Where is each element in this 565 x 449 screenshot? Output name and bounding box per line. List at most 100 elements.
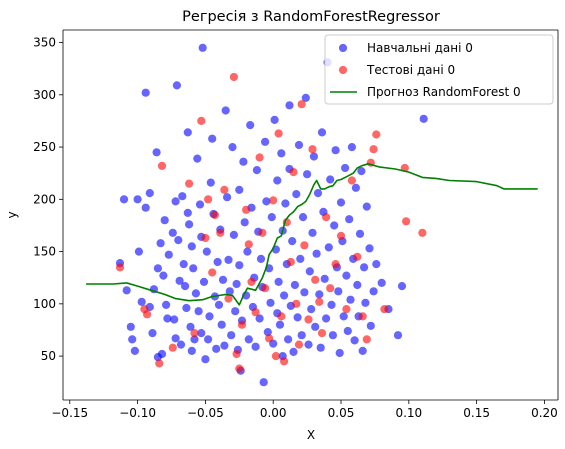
data-point (289, 347, 298, 356)
data-point (322, 314, 331, 323)
data-point (141, 88, 150, 97)
legend-label: Прогноз RandomForest 0 (367, 85, 521, 99)
data-point (317, 329, 327, 338)
data-point (197, 116, 206, 125)
data-point (157, 349, 167, 359)
data-point (327, 300, 336, 309)
data-point (342, 305, 351, 314)
data-point (358, 346, 367, 355)
data-point (304, 340, 313, 349)
data-point (280, 291, 289, 300)
x-axis: −0.15 −0.10 −0.05 0.00 0.05 0.10 0.15 0.20 (51, 400, 558, 420)
data-point (361, 298, 370, 307)
data-point (288, 237, 297, 246)
data-point (148, 329, 157, 338)
legend: Навчальні дані 0 Тестові дані 0 Прогноз Ra… (324, 34, 554, 105)
y-axis-title: y (5, 211, 19, 218)
data-point (244, 240, 253, 249)
data-point (292, 299, 301, 308)
data-point (160, 216, 169, 225)
data-point (294, 340, 304, 349)
data-point (227, 331, 236, 340)
data-point (235, 185, 244, 194)
chart-title: Регресія з RandomForestRegressor (182, 9, 440, 25)
data-point (201, 233, 210, 243)
data-point (274, 129, 283, 138)
data-point (186, 322, 195, 331)
data-point (362, 202, 371, 211)
data-point (259, 378, 268, 387)
data-point (328, 331, 337, 340)
x-tick-label: −0.05 (187, 406, 224, 420)
data-point (331, 146, 340, 155)
data-point (255, 314, 264, 323)
y-tick-label: 150 (33, 245, 56, 259)
data-point (168, 343, 177, 352)
data-point (175, 276, 184, 285)
data-point (198, 43, 207, 52)
data-point (159, 271, 168, 280)
data-point (190, 335, 199, 344)
data-point (130, 346, 139, 355)
data-point (353, 280, 362, 290)
data-point (377, 278, 386, 287)
data-point (208, 268, 217, 277)
x-tick-label: −0.10 (119, 406, 156, 420)
data-point (229, 72, 238, 82)
data-point (128, 335, 137, 344)
plot-content (86, 43, 538, 387)
data-point (168, 228, 177, 237)
data-point (342, 271, 351, 280)
data-point (133, 195, 142, 204)
legend-marker (338, 43, 348, 53)
prediction-line (86, 163, 538, 306)
data-point (273, 176, 282, 185)
data-point (303, 170, 312, 179)
data-point (277, 312, 286, 321)
y-tick-label: 200 (33, 192, 56, 206)
data-point (296, 254, 305, 263)
data-point (171, 197, 180, 206)
data-point (164, 250, 173, 259)
data-point (256, 254, 266, 263)
data-point (372, 130, 381, 139)
data-point (335, 348, 344, 358)
data-point (178, 192, 187, 201)
data-point (119, 195, 129, 204)
data-point (353, 252, 362, 261)
data-point (195, 200, 205, 209)
data-point (311, 322, 320, 331)
data-point (187, 242, 196, 251)
series-1 (115, 72, 427, 373)
data-point (155, 359, 164, 368)
data-point (183, 128, 192, 137)
data-point (252, 166, 261, 175)
x-tick-label: −0.15 (51, 406, 88, 420)
data-point (122, 286, 131, 295)
data-point (269, 196, 278, 205)
data-point (247, 277, 256, 286)
data-point (221, 106, 230, 115)
data-point (185, 220, 194, 229)
data-point (313, 189, 323, 198)
data-point (339, 312, 348, 321)
data-point (311, 275, 320, 284)
data-point (351, 183, 360, 192)
data-point (290, 280, 299, 290)
data-point (251, 342, 260, 351)
data-point (189, 264, 198, 273)
data-point (179, 260, 188, 269)
series-2 (86, 163, 538, 306)
x-tick-label: 0.10 (395, 406, 422, 420)
series-0 (115, 43, 428, 387)
x-tick-label: 0.15 (463, 406, 490, 420)
legend-label: Тестові дані 0 (366, 63, 455, 77)
data-point (183, 208, 192, 217)
data-point (334, 287, 343, 296)
data-point (286, 257, 295, 267)
data-point (366, 321, 375, 330)
x-tick-label: 0.00 (260, 406, 287, 420)
data-point (315, 290, 324, 299)
data-point (232, 279, 241, 289)
